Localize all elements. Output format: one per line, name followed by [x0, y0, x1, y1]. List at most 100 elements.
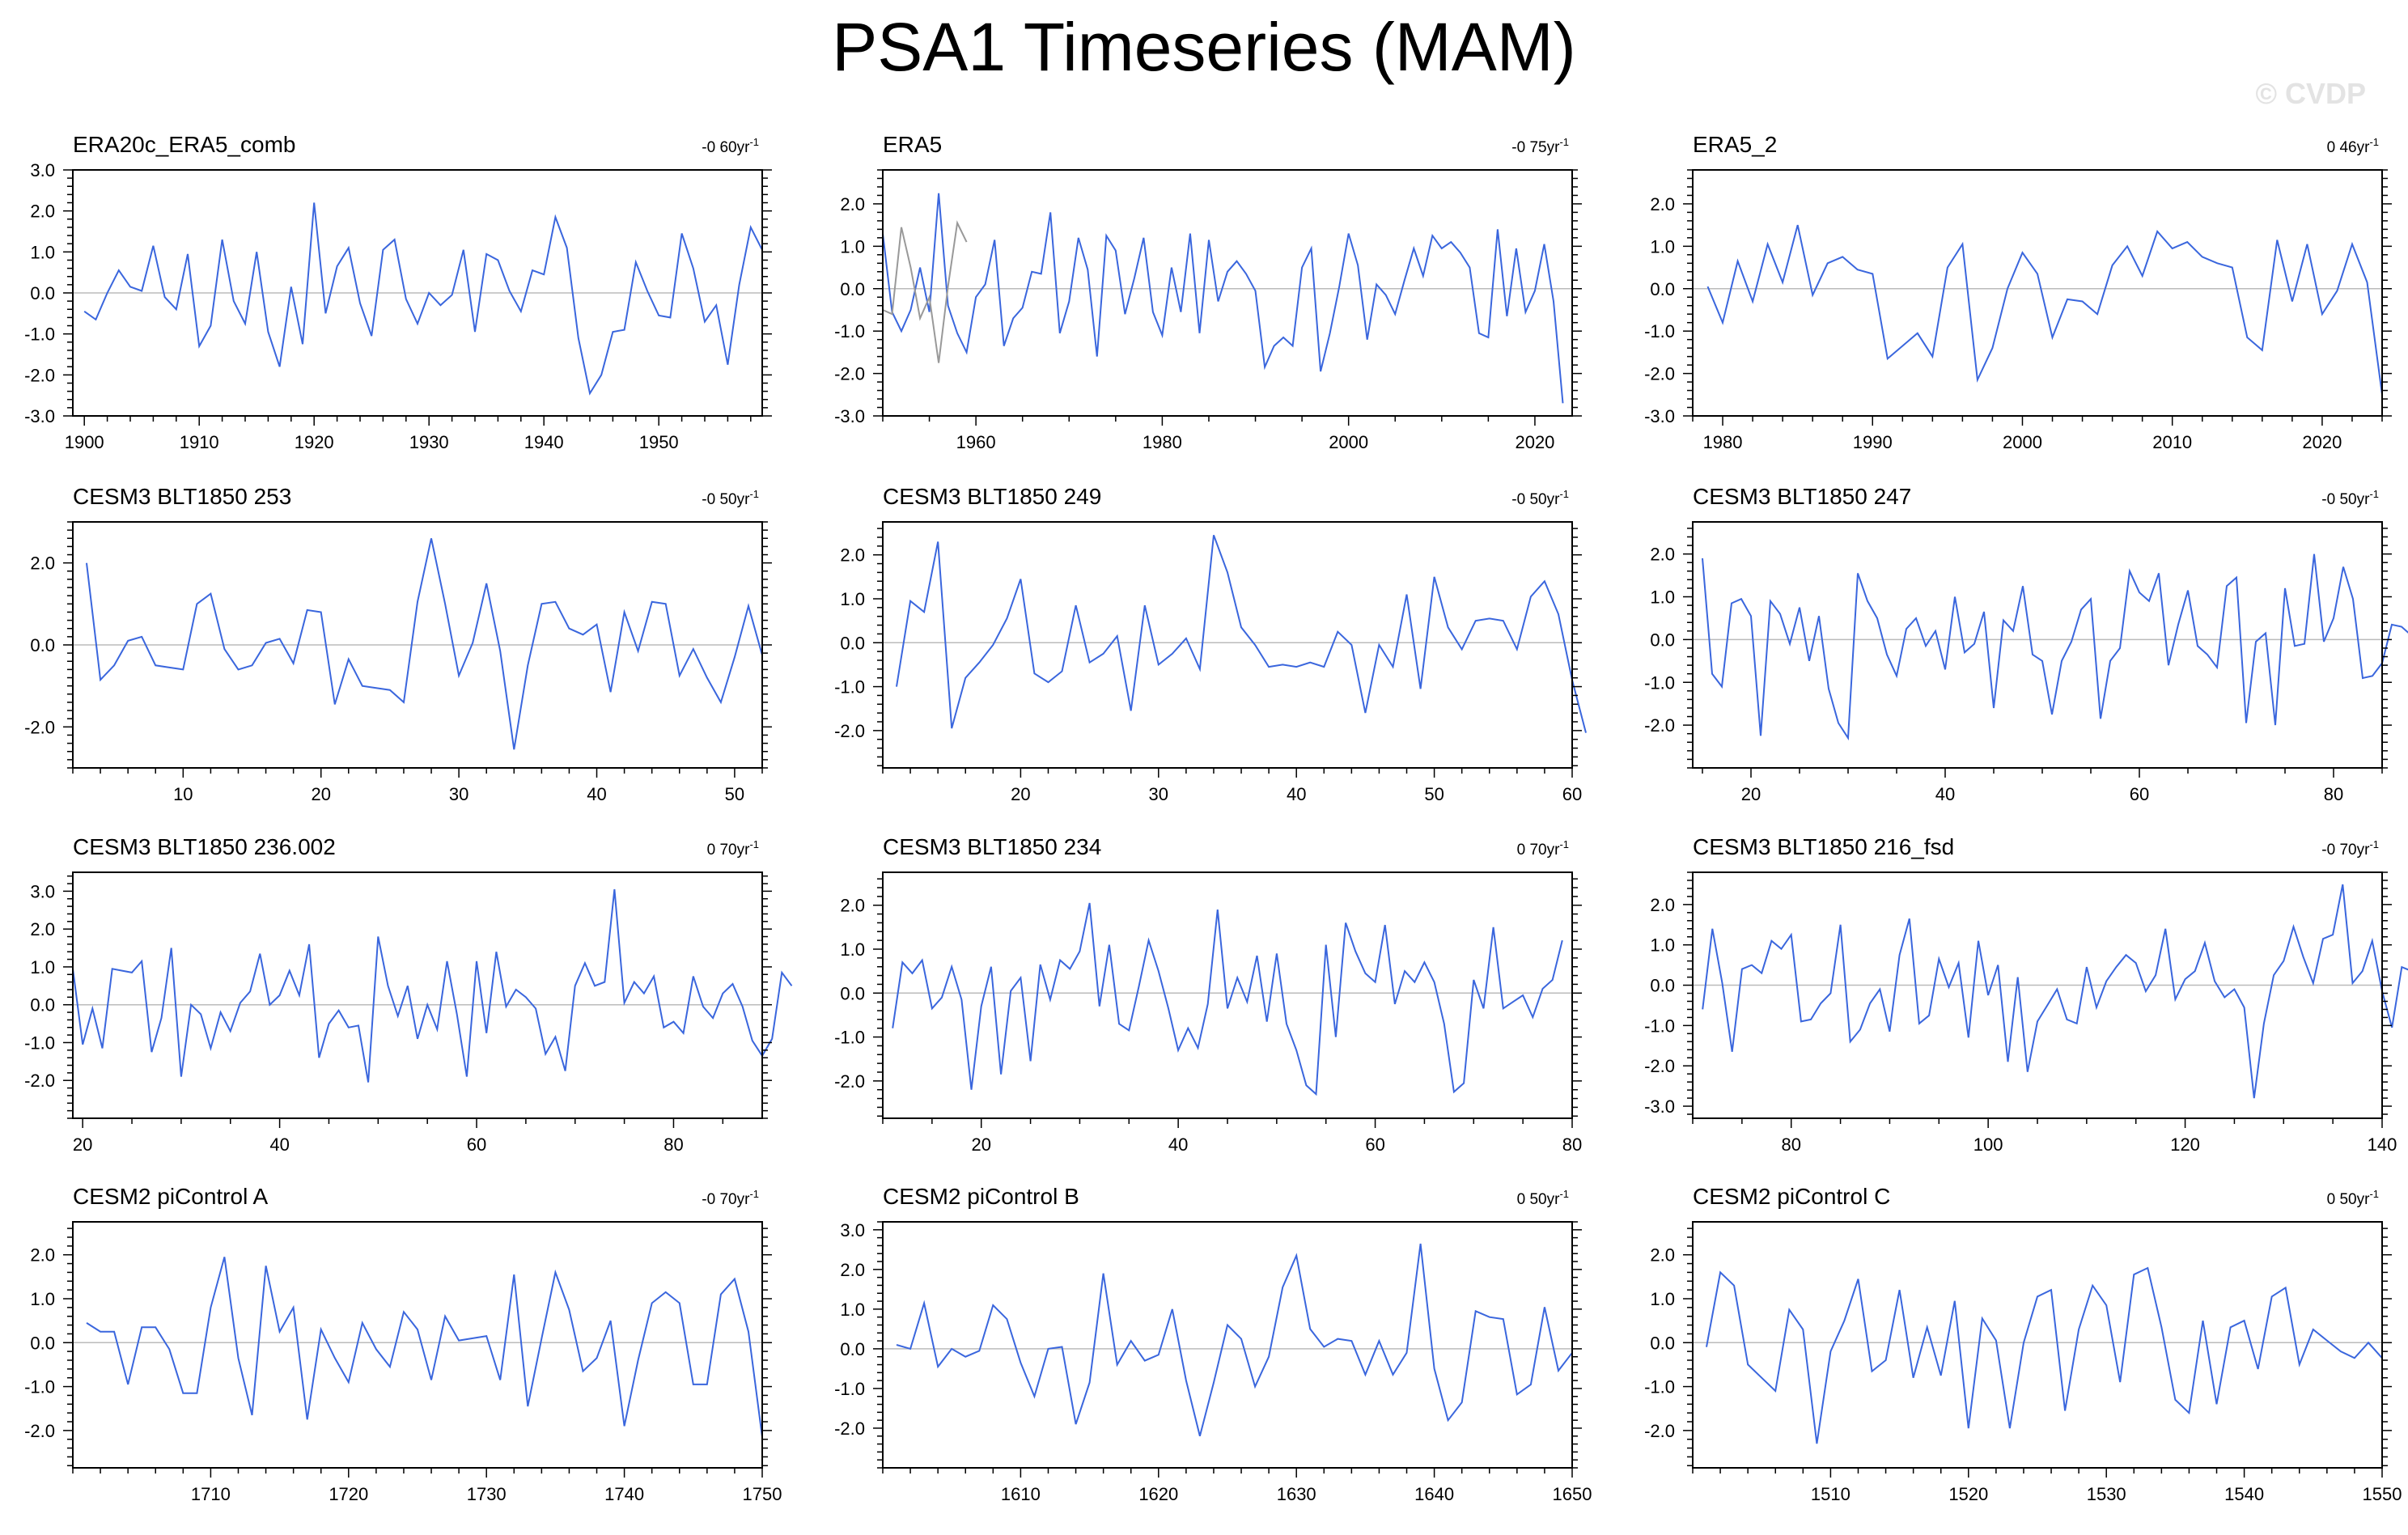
panel-3: ERA5_2 0 46yr-1 -3.0 -2.0 -1.0 0.0 1.0 2.0 1980 1…: [1644, 132, 2392, 452]
panel-title: CESM3 BLT1850 216_fsd: [1693, 834, 1954, 859]
y-tick-label: -2.0: [1644, 364, 1675, 384]
x-tick-label: 1730: [467, 1484, 507, 1504]
y-tick-label: 0.0: [30, 635, 55, 655]
y-tick-label: -1.0: [1644, 1016, 1675, 1036]
trend-unit: -1: [1559, 488, 1569, 500]
y-tick-label: -3.0: [24, 406, 55, 426]
x-tick-label: 40: [1287, 784, 1306, 804]
y-tick-label: -3.0: [1644, 406, 1675, 426]
y-tick-label: -1.0: [24, 1033, 55, 1053]
y-tick-label: -3.0: [1644, 1096, 1675, 1117]
y-tick-label: 1.0: [30, 1289, 55, 1309]
x-tick-label: 1930: [409, 432, 449, 452]
x-tick-label: 1630: [1277, 1484, 1316, 1504]
y-tick-label: 2.0: [30, 553, 55, 574]
x-tick-label: 1950: [639, 432, 679, 452]
x-tick-label: 1530: [2087, 1484, 2126, 1504]
y-tick-label: -1.0: [834, 1379, 865, 1399]
x-tick-label: 1540: [2224, 1484, 2264, 1504]
y-tick-label: -2.0: [24, 365, 55, 385]
x-tick-label: 60: [1365, 1134, 1384, 1155]
y-tick-label: 3.0: [30, 881, 55, 901]
panel-title: CESM2 piControl B: [883, 1184, 1079, 1209]
y-tick-label: 2.0: [30, 1245, 55, 1266]
x-tick-label: 1520: [1948, 1484, 1988, 1504]
x-tick-label: 60: [1562, 784, 1582, 804]
panel-title: ERA5_2: [1693, 132, 1777, 157]
y-tick-label: -1.0: [1644, 672, 1675, 693]
y-tick-label: 1.0: [840, 939, 865, 960]
series-line: [86, 1257, 763, 1438]
y-tick-label: 1.0: [1650, 236, 1675, 257]
y-tick-label: 1.0: [1650, 1289, 1675, 1309]
panel-title: CESM3 BLT1850 247: [1693, 484, 1911, 509]
y-tick-label: 0.0: [30, 995, 55, 1016]
series-line: [86, 538, 763, 750]
plot-frame: [72, 871, 763, 1119]
panel-9: CESM3 BLT1850 216_fsd -0 70yr-1 -3.0 -2.0 -1…: [1644, 834, 2408, 1155]
x-tick-label: 2020: [2302, 432, 2342, 452]
y-tick-label: -2.0: [834, 1071, 865, 1092]
trend-unit: -1: [1559, 1188, 1569, 1200]
trend-label: 0 50yr-1: [2327, 1188, 2379, 1208]
cvdp-watermark: © CVDP: [2255, 77, 2366, 110]
trend-label: -0 70yr-1: [2321, 838, 2379, 859]
trend-label: -0 60yr-1: [702, 136, 759, 156]
x-tick-label: 50: [725, 784, 744, 804]
y-tick-label: -3.0: [834, 406, 865, 426]
panel-title: CESM3 BLT1850 253: [73, 484, 291, 509]
x-tick-label: 1960: [956, 432, 996, 452]
x-tick-label: 1980: [1143, 432, 1182, 452]
y-tick-label: 2.0: [1650, 545, 1675, 565]
y-tick-label: 2.0: [840, 1260, 865, 1280]
y-tick-label: -1.0: [24, 324, 55, 345]
plot-frame: [1692, 1221, 2383, 1469]
x-tick-label: 20: [1011, 784, 1030, 804]
x-tick-label: 80: [663, 1134, 683, 1155]
x-tick-label: 1710: [191, 1484, 231, 1504]
y-tick-label: 2.0: [840, 545, 865, 566]
y-tick-label: 0.0: [840, 633, 865, 653]
series-line: [892, 902, 1563, 1096]
y-tick-label: 2.0: [840, 194, 865, 214]
figure-title: PSA1 Timeseries (MAM): [832, 9, 1576, 85]
series-line: [1706, 1266, 2383, 1444]
x-tick-label: 30: [449, 784, 468, 804]
x-tick-label: 40: [587, 784, 606, 804]
panel-1: ERA20c_ERA5_comb -0 60yr-1 -3.0 -2.0 -1.0 0.0…: [24, 132, 772, 452]
trend-unit: -1: [749, 136, 759, 148]
y-tick-label: -1.0: [834, 1028, 865, 1048]
y-tick-label: 1.0: [30, 957, 55, 977]
panel-4: CESM3 BLT1850 253 -0 50yr-1 -2.0 0.0 2.0 10 20…: [24, 484, 772, 804]
plot-frame: [882, 1221, 1573, 1469]
x-tick-label: 1550: [2363, 1484, 2402, 1504]
x-tick-label: 2020: [1515, 432, 1554, 452]
panel-title: CESM3 BLT1850 234: [883, 834, 1101, 859]
y-tick-label: 1.0: [840, 1300, 865, 1320]
x-tick-label: 1720: [329, 1484, 368, 1504]
x-tick-label: 60: [467, 1134, 486, 1155]
panel-title: CESM2 piControl A: [73, 1184, 269, 1209]
y-tick-label: 2.0: [30, 919, 55, 939]
trend-unit: -1: [749, 838, 759, 850]
panel-12: CESM2 piControl C 0 50yr-1 -2.0 -1.0 0.0 1.0 2…: [1644, 1184, 2402, 1504]
trend-label: 0 46yr-1: [2327, 136, 2379, 156]
x-tick-label: 80: [1562, 1134, 1582, 1155]
x-tick-label: 2000: [2003, 432, 2042, 452]
panel-8: CESM3 BLT1850 234 0 70yr-1 -2.0 -1.0 0.0 1.0 2…: [834, 834, 1582, 1155]
x-tick-label: 80: [2324, 784, 2343, 804]
plot-frame: [882, 521, 1573, 769]
trend-label: -0 50yr-1: [1511, 488, 1569, 508]
plot-frame: [882, 169, 1573, 417]
trend-label: 0 70yr-1: [1517, 838, 1569, 859]
plot-frame: [882, 871, 1573, 1119]
x-tick-label: 40: [269, 1134, 289, 1155]
y-tick-label: 0.0: [1650, 976, 1675, 996]
x-tick-label: 2010: [2152, 432, 2192, 452]
plot-frame: [1692, 871, 2383, 1119]
y-tick-label: -2.0: [834, 1418, 865, 1439]
x-tick-label: 1910: [180, 432, 219, 452]
x-tick-label: 1750: [743, 1484, 782, 1504]
plot-frame: [1692, 521, 2383, 769]
